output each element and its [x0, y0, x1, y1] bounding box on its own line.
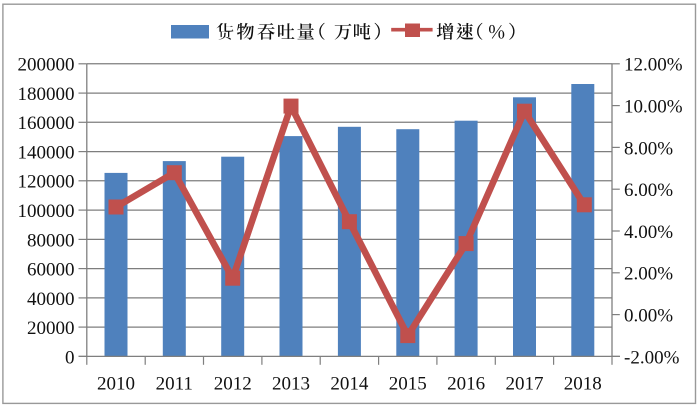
svg-text:2014: 2014 — [330, 374, 369, 395]
svg-text:4.00%: 4.00% — [624, 222, 673, 243]
svg-text:10.00%: 10.00% — [624, 97, 683, 118]
svg-text:2012: 2012 — [214, 374, 252, 395]
svg-text:2013: 2013 — [272, 374, 310, 395]
svg-text:8.00%: 8.00% — [624, 138, 673, 159]
svg-text:80000: 80000 — [27, 230, 75, 251]
svg-text:140000: 140000 — [18, 143, 75, 164]
svg-text:12.00%: 12.00% — [624, 55, 683, 76]
svg-text:-2.00%: -2.00% — [624, 347, 680, 368]
svg-text:2015: 2015 — [389, 374, 427, 395]
svg-text:2010: 2010 — [97, 374, 135, 395]
svg-text:40000: 40000 — [27, 289, 75, 310]
svg-text:2017: 2017 — [506, 374, 544, 395]
svg-text:120000: 120000 — [18, 172, 75, 193]
svg-text:2018: 2018 — [564, 374, 602, 395]
svg-text:0.00%: 0.00% — [624, 306, 673, 327]
svg-text:6.00%: 6.00% — [624, 180, 673, 201]
svg-text:0: 0 — [65, 347, 75, 368]
svg-text:200000: 200000 — [18, 55, 75, 76]
svg-text:180000: 180000 — [18, 84, 75, 105]
svg-text:2.00%: 2.00% — [624, 264, 673, 285]
svg-text:2016: 2016 — [447, 374, 485, 395]
svg-text:20000: 20000 — [27, 318, 75, 339]
svg-text:60000: 60000 — [27, 260, 75, 281]
svg-text:100000: 100000 — [18, 201, 75, 222]
svg-text:160000: 160000 — [18, 113, 75, 134]
svg-text:2011: 2011 — [156, 374, 193, 395]
